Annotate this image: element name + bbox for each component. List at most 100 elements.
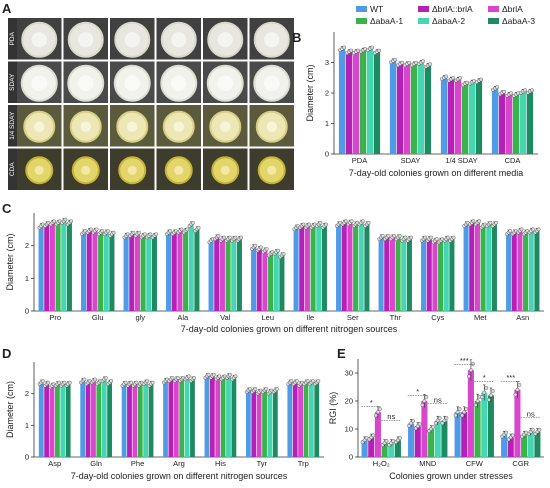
bar [219,239,225,311]
photo-column-label: ΔbrlA [124,10,141,17]
bar [256,248,262,311]
bar [166,232,172,311]
bar [292,382,298,457]
bar [293,227,299,311]
data-point [378,407,382,411]
photo-column-label: ΔabaA-3 [259,10,285,17]
bar [184,377,190,457]
x-tick-label: PDA [352,156,367,165]
data-point [515,387,520,392]
data-point [185,227,190,232]
bar [359,50,367,154]
data-point [349,48,354,53]
data-point [142,232,147,237]
data-point [517,383,522,387]
data-point [488,220,493,225]
data-point [475,399,480,403]
panel-a-photo-grid: A WT ΔbrlA::brlA ΔbrlA ΔabaA-1 ΔabaA-2 ΔabaA-… [2,1,294,190]
bar [66,222,72,311]
data-point [409,235,414,240]
data-point [487,397,491,402]
bar [358,222,364,311]
panel-b-chart: B 0 1 2 3 Diameter (cm) PDA SDAY 1/4 SDAY CDA 7-da… [292,30,538,178]
bar [304,226,310,311]
x-tick-label: Ser [347,313,359,322]
data-point [457,407,462,411]
x-tick-label: Cys [431,313,444,322]
bar [353,224,359,311]
bar [299,226,305,311]
y-axis-label: Diameter (cm) [305,64,315,121]
photo-row-label-strip [8,61,17,103]
data-point [301,222,306,227]
bar [96,382,102,457]
bar [480,226,486,311]
bar [347,222,353,311]
bar [98,232,104,311]
data-point [429,235,433,240]
chart-caption: 7-day-old colonies grown on different me… [349,168,523,178]
data-point [154,232,159,237]
data-point [411,419,415,423]
data-point [137,230,142,235]
x-tick-label: Arg [173,459,185,468]
colony-center [264,32,280,48]
x-tick-label: Met [474,313,487,322]
bar [190,379,195,457]
data-point [384,439,389,443]
y-tick-label: 2 [325,89,329,98]
bar [388,443,395,457]
bar [447,79,455,154]
bar [414,426,421,457]
data-point [451,235,456,240]
data-point [482,390,487,395]
chart-caption: 7-day-old colonies grown on different ni… [181,324,398,334]
data-point [494,220,499,225]
data-point [366,220,371,225]
colony-center [124,75,141,92]
data-point [191,220,195,225]
data-point [281,251,286,256]
data-point [403,235,408,240]
bar [443,239,449,311]
legend-swatch [418,6,429,12]
data-point [294,379,299,383]
bar [137,384,143,457]
data-point [462,410,467,415]
colony-center [77,75,94,92]
bar [498,93,506,154]
data-point [392,234,397,238]
legend-swatch [356,18,367,24]
data-point [276,248,280,253]
legend-swatch [488,6,499,12]
x-tick-label: Pro [49,313,61,322]
data-point [318,220,323,225]
bar [121,384,127,457]
bar [61,221,67,311]
bar [91,381,96,457]
data-point [509,91,514,96]
x-tick-label: Asn [516,313,529,322]
data-point [428,62,432,67]
colony-center [217,32,233,48]
data-point [206,372,211,377]
data-point [434,237,439,242]
x-tick-label: CFW [466,459,484,468]
chart-caption: Colonies grown under stresses [389,471,513,481]
bar [467,370,474,457]
bar [49,385,55,457]
bar [173,379,179,457]
bar [461,83,469,154]
legend-label: ΔabaA-3 [502,16,535,26]
data-point [435,418,440,423]
data-point [62,380,67,385]
data-point [344,219,348,224]
data-point [100,229,105,233]
data-point [89,227,93,232]
y-tick-label: 1 [25,421,29,430]
panel-letter-b: B [292,30,301,45]
bar [396,64,404,154]
data-point [464,407,469,411]
data-point [371,433,376,438]
data-point [316,379,321,383]
